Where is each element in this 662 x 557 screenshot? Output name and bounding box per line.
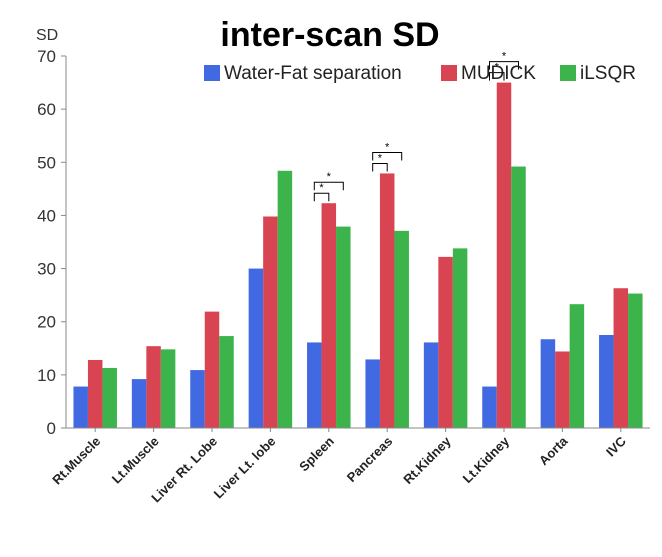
significance-label: * bbox=[502, 51, 507, 63]
significance-bracket bbox=[313, 192, 330, 202]
bar-mudick-lt-kidney bbox=[496, 82, 512, 429]
bar-water-fat-separation-lt-muscle bbox=[131, 379, 147, 428]
legend-label-mudick: MUDICK bbox=[461, 63, 536, 84]
significance-bracket bbox=[489, 72, 505, 81]
bar-ilsqr-liver-rt-lobe bbox=[219, 336, 234, 428]
bar-mudick-liver-lt-lobe bbox=[263, 216, 278, 428]
x-tick-label: Spleen bbox=[296, 433, 337, 474]
bar-mudick-spleen bbox=[321, 203, 337, 428]
y-tick-label: 70 bbox=[37, 47, 56, 66]
x-tick-label: Lt.Muscle bbox=[109, 434, 162, 487]
significance-bracket bbox=[372, 162, 388, 172]
legend-swatch-ilsqr bbox=[560, 65, 576, 81]
bar-mudick-rt-kidney bbox=[438, 256, 453, 428]
significance-markers: ****** bbox=[313, 51, 519, 202]
x-tick-label: Liver Lt. lobe bbox=[211, 434, 279, 502]
legend-label-water-fat-separation: Water-Fat separation bbox=[224, 63, 402, 84]
y-axis: 0 10 20 30 40 50 60 70 bbox=[37, 47, 66, 438]
x-tick-label: Rt.Kidney bbox=[400, 433, 454, 487]
legend-swatch-water-fat-separation bbox=[204, 65, 220, 81]
bar-mudick-rt-muscle bbox=[87, 359, 103, 428]
significance-label: * bbox=[327, 171, 332, 183]
bar-ilsqr-lt-muscle bbox=[160, 349, 176, 428]
bar-mudick-lt-muscle bbox=[146, 346, 161, 428]
bar-ilsqr-ivc bbox=[628, 293, 643, 428]
bar-mudick-aorta bbox=[555, 351, 570, 428]
bar-water-fat-separation-ivc bbox=[599, 335, 614, 428]
bar-water-fat-separation-rt-kidney bbox=[423, 342, 439, 428]
y-tick-label: 10 bbox=[37, 366, 56, 385]
significance-label: * bbox=[319, 182, 324, 194]
bar-ilsqr-rt-kidney bbox=[452, 248, 468, 428]
y-axis-label: SD bbox=[36, 27, 58, 44]
bar-ilsqr-liver-lt-lobe bbox=[277, 170, 293, 428]
bar-water-fat-separation-rt-muscle bbox=[73, 386, 88, 428]
bar-water-fat-separation-spleen bbox=[307, 342, 322, 428]
bar-mudick-liver-rt-lobe bbox=[204, 311, 220, 428]
bar-water-fat-separation-lt-kidney bbox=[482, 386, 497, 428]
x-tick-label: Lt.Kidney bbox=[460, 433, 513, 486]
y-tick-label: 20 bbox=[37, 313, 56, 332]
x-tick-label: Rt.Muscle bbox=[49, 434, 103, 488]
significance-label: * bbox=[385, 141, 390, 153]
bars bbox=[73, 82, 643, 429]
significance-label: * bbox=[378, 152, 383, 164]
bar-water-fat-separation-liver-rt-lobe bbox=[190, 370, 205, 428]
x-tick-label: IVC bbox=[603, 433, 629, 459]
significance-bracket bbox=[313, 181, 344, 191]
bar-ilsqr-spleen bbox=[336, 226, 351, 428]
bar-ilsqr-pancreas bbox=[394, 230, 409, 428]
bar-water-fat-separation-liver-lt-lobe bbox=[248, 268, 264, 428]
y-tick-label: 60 bbox=[37, 100, 56, 119]
legend-swatch-mudick bbox=[441, 65, 457, 81]
bar-ilsqr-lt-kidney bbox=[511, 166, 526, 428]
chart-title: inter-scan SD bbox=[220, 16, 439, 54]
legend-label-ilsqr: iLSQR bbox=[580, 63, 636, 84]
bar-water-fat-separation-pancreas bbox=[365, 359, 380, 428]
bar-mudick-ivc bbox=[613, 288, 629, 428]
bar-mudick-pancreas bbox=[379, 173, 395, 428]
y-tick-label: 0 bbox=[47, 419, 56, 438]
significance-bracket bbox=[372, 151, 403, 161]
significance-bracket bbox=[489, 61, 519, 70]
y-tick-label: 40 bbox=[37, 206, 56, 225]
bar-water-fat-separation-aorta bbox=[540, 339, 556, 428]
x-tick-label: Pancreas bbox=[344, 434, 395, 485]
legend: Water-Fat separation MUDICK iLSQR bbox=[204, 63, 636, 84]
y-tick-label: 50 bbox=[37, 153, 56, 172]
axes bbox=[65, 56, 650, 429]
significance-label: * bbox=[495, 62, 500, 74]
bar-ilsqr-aorta bbox=[569, 304, 585, 428]
x-tick-label: Aorta bbox=[536, 433, 571, 468]
y-tick-label: 30 bbox=[37, 260, 56, 279]
bar-ilsqr-rt-muscle bbox=[102, 367, 117, 428]
